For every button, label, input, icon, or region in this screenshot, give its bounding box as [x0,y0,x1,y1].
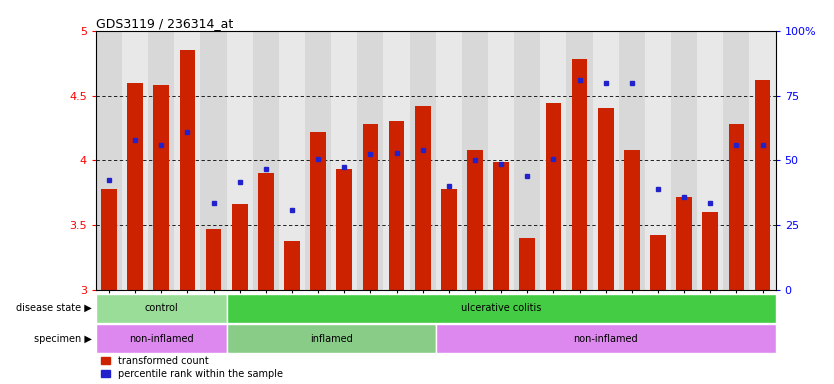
Bar [593,31,619,290]
Bar [284,241,300,290]
Bar [697,31,723,290]
Bar [227,31,253,290]
Bar [384,31,409,290]
Bar [645,31,671,290]
Bar [619,31,645,290]
Bar [389,121,404,290]
Bar [128,83,143,290]
Text: non-inflamed: non-inflamed [129,334,193,344]
Bar [200,31,227,290]
Legend: transformed count, percentile rank within the sample: transformed count, percentile rank withi… [101,356,284,379]
Bar [310,132,326,290]
Bar [357,31,384,290]
Text: non-inflamed: non-inflamed [574,334,638,344]
Bar [435,324,776,353]
Bar [122,31,148,290]
Text: specimen ▶: specimen ▶ [34,334,92,344]
Bar [702,212,718,290]
Bar [520,238,535,290]
Bar [572,59,587,290]
Bar [363,124,379,290]
Text: disease state ▶: disease state ▶ [16,303,92,313]
Bar [566,31,593,290]
Bar [441,189,457,290]
Bar [148,31,174,290]
Bar [598,109,614,290]
Bar [227,324,435,353]
Bar [179,50,195,290]
Bar [651,235,666,290]
Bar [540,31,566,290]
Bar [755,80,771,290]
Bar [331,31,357,290]
Bar [305,31,331,290]
Bar [676,197,692,290]
Bar [624,150,640,290]
Bar [467,150,483,290]
Bar [232,204,248,290]
Bar [96,324,227,353]
Bar [279,31,305,290]
Bar [545,103,561,290]
Bar [414,106,430,290]
Bar [206,229,221,290]
Bar [96,294,227,323]
Bar [750,31,776,290]
Bar [253,31,279,290]
Bar [671,31,697,290]
Bar [153,85,169,290]
Bar [435,31,462,290]
Bar [101,189,117,290]
Bar [336,169,352,290]
Bar [409,31,435,290]
Bar [96,31,122,290]
Bar [174,31,200,290]
Bar [493,162,509,290]
Bar [462,31,488,290]
Bar [488,31,515,290]
Bar [227,294,776,323]
Bar [729,124,744,290]
Bar [258,173,274,290]
Bar [723,31,750,290]
Text: GDS3119 / 236314_at: GDS3119 / 236314_at [96,17,234,30]
Bar [515,31,540,290]
Text: ulcerative colitis: ulcerative colitis [461,303,541,313]
Text: inflamed: inflamed [309,334,353,344]
Text: control: control [144,303,178,313]
